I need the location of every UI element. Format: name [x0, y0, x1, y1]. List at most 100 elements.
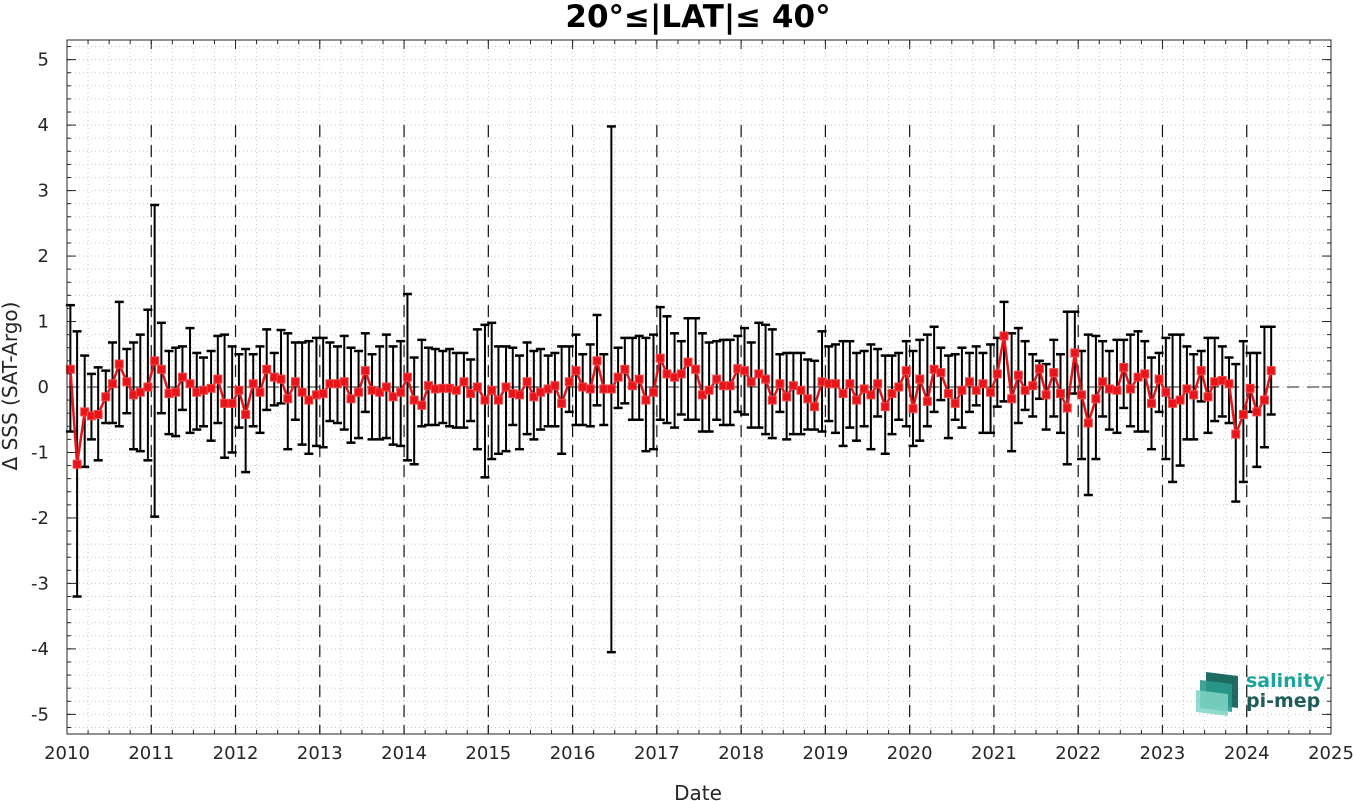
data-point: [72, 459, 82, 469]
data-point: [1034, 364, 1044, 374]
x-tick-label: 2015: [465, 743, 511, 764]
data-point: [691, 364, 701, 374]
data-point: [213, 374, 223, 384]
x-tick-label: 2020: [887, 743, 933, 764]
data-point: [1062, 403, 1072, 413]
data-point: [101, 392, 111, 402]
y-tick-label: 3: [38, 181, 49, 202]
data-point: [304, 395, 314, 405]
data-point: [522, 377, 532, 387]
data-point: [1013, 370, 1023, 380]
data-point: [135, 387, 145, 397]
data-point: [472, 382, 482, 392]
data-point: [234, 385, 244, 395]
data-point: [683, 357, 693, 367]
data-point: [585, 384, 595, 394]
data-point: [388, 392, 398, 402]
y-tick-label: -5: [31, 704, 49, 725]
data-point: [803, 394, 813, 404]
y-tick-label: -1: [31, 442, 49, 463]
data-point: [1041, 390, 1051, 400]
data-point: [655, 353, 665, 363]
data-point: [964, 377, 974, 387]
data-point: [515, 390, 525, 400]
data-point: [430, 384, 440, 394]
data-point: [150, 356, 160, 366]
data-point: [775, 379, 785, 389]
data-point: [845, 379, 855, 389]
data-point: [746, 377, 756, 387]
data-point: [880, 402, 890, 412]
data-point: [740, 366, 750, 376]
data-point: [227, 398, 237, 408]
data-point: [1147, 398, 1157, 408]
data-point: [676, 369, 686, 379]
data-point: [325, 379, 335, 389]
data-point: [290, 377, 300, 387]
data-point: [1028, 381, 1038, 391]
data-point: [1140, 369, 1150, 379]
x-tick-label: 2024: [1224, 743, 1270, 764]
data-point: [529, 392, 539, 402]
data-point: [1125, 384, 1135, 394]
data-point: [493, 395, 503, 405]
data-point: [220, 398, 230, 408]
data-point: [487, 385, 497, 395]
y-tick-label: 0: [38, 377, 49, 398]
data-point: [1189, 390, 1199, 400]
data-point: [852, 395, 862, 405]
data-point: [986, 387, 996, 397]
data-point: [992, 369, 1002, 379]
grid: [66, 40, 1332, 734]
data-point: [557, 398, 567, 408]
data-point: [1104, 384, 1114, 394]
x-tick-label: 2017: [634, 743, 680, 764]
chart-title: 20°≤|LAT|≤ 40°: [565, 0, 830, 35]
data-point: [1112, 385, 1122, 395]
data-point: [360, 366, 370, 376]
data-point: [480, 395, 490, 405]
data-point: [501, 382, 511, 392]
data-point: [901, 366, 911, 376]
logo-icon: [1196, 672, 1238, 716]
data-point: [156, 364, 166, 374]
data-point: [1224, 379, 1234, 389]
data-point: [564, 377, 574, 387]
data-point: [809, 402, 819, 412]
data-point: [1259, 395, 1269, 405]
ticks: [66, 40, 1332, 734]
data-point: [171, 387, 181, 397]
x-tick-label: 2014: [381, 743, 427, 764]
data-point: [459, 377, 469, 387]
data-point: [788, 381, 798, 391]
x-tick-label: 2011: [128, 743, 174, 764]
data-point: [704, 385, 714, 395]
data-point: [346, 394, 356, 404]
data-point: [177, 372, 187, 382]
data-point: [283, 394, 293, 404]
data-point: [571, 366, 581, 376]
data-point: [297, 387, 307, 397]
data-point: [978, 379, 988, 389]
data-point: [873, 379, 883, 389]
data-point: [409, 395, 419, 405]
data-point: [1252, 407, 1262, 417]
data-point: [1161, 387, 1171, 397]
data-point: [1077, 390, 1087, 400]
logo-line1: salinity: [1246, 670, 1325, 692]
data-point: [143, 382, 153, 392]
x-tick-labels: 2010 2011 2012 2013 2014 2015 2016 2017 2018 2019…: [44, 743, 1354, 764]
data-point: [1020, 385, 1030, 395]
data-point: [1091, 394, 1101, 404]
data-point: [578, 382, 588, 392]
data-point: [550, 381, 560, 391]
data-point: [1007, 394, 1017, 404]
data-point: [887, 389, 897, 399]
data-point: [402, 372, 412, 382]
data-point: [417, 400, 427, 410]
data-point: [248, 379, 258, 389]
data-point: [796, 385, 806, 395]
y-tick-label: 4: [38, 115, 49, 136]
data-point: [908, 404, 918, 414]
